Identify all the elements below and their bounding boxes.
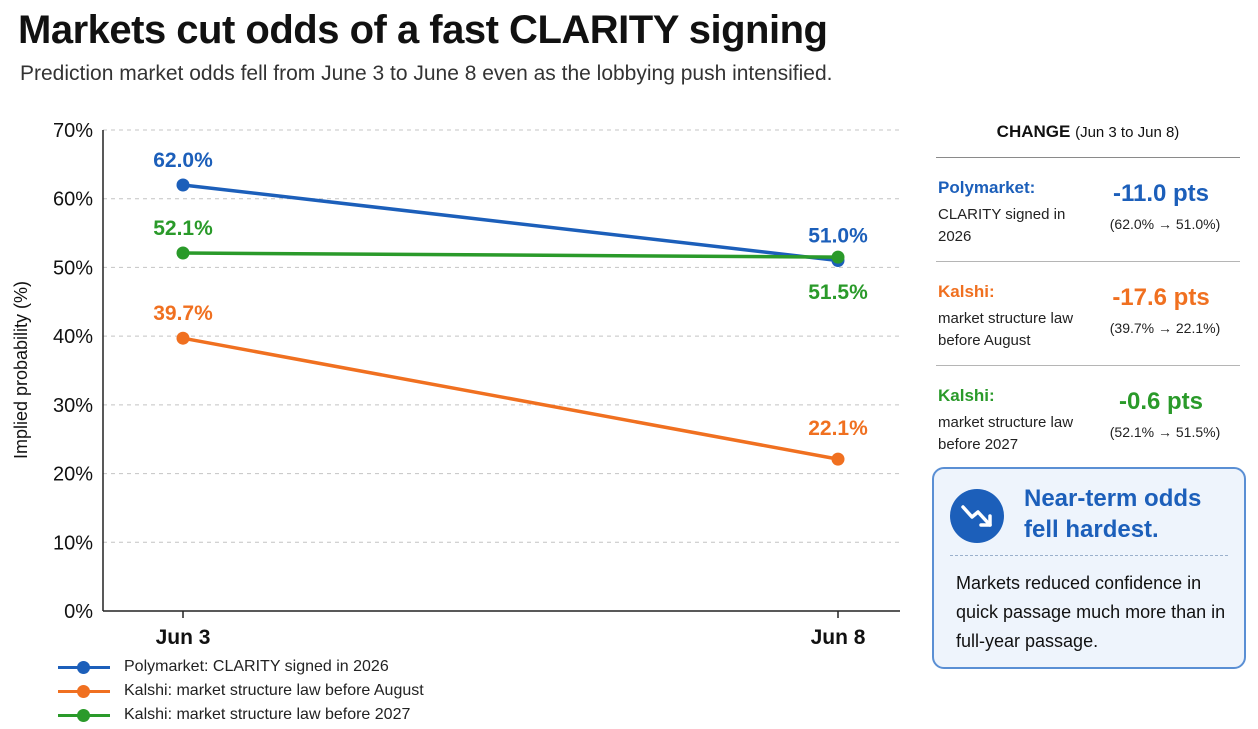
change-row-kalshi-2027: Kalshi: market structure law before 2027… — [936, 366, 1240, 470]
y-tick-label: 50% — [53, 257, 93, 279]
y-tick-label: 70% — [53, 120, 93, 142]
legend-swatch-green — [58, 708, 110, 722]
y-tick-label: 60% — [53, 189, 93, 211]
data-point — [831, 250, 845, 264]
legend-item-polymarket: Polymarket: CLARITY signed in 2026 — [58, 655, 424, 679]
change-row-detail: (52.1% → 51.5%) — [1109, 424, 1221, 440]
legend-swatch-blue — [58, 660, 110, 674]
y-axis-title: Implied probability (%) — [11, 281, 31, 459]
y-tick-label: 40% — [53, 326, 93, 348]
chart-legend: Polymarket: CLARITY signed in 2026 Kalsh… — [58, 655, 424, 727]
chart-subtitle: Prediction market odds fell from June 3 … — [20, 62, 833, 85]
callout-divider — [950, 555, 1228, 556]
change-row-desc: CLARITY signed in 2026 — [938, 206, 1066, 245]
change-panel: CHANGE (Jun 3 to Jun 8) Polymarket: CLAR… — [936, 118, 1240, 470]
change-row-polymarket: Polymarket: CLARITY signed in 2026 -11.0… — [936, 158, 1240, 262]
y-tick-label: 30% — [53, 395, 93, 417]
change-row-value: -17.6 pts — [1112, 284, 1210, 311]
legend-swatch-orange — [58, 684, 110, 698]
legend-label: Polymarket: CLARITY signed in 2026 — [124, 658, 389, 675]
y-tick-label: 20% — [53, 464, 93, 486]
y-tick-label: 10% — [53, 532, 93, 554]
data-point — [831, 452, 845, 466]
legend-item-kalshi-august: Kalshi: market structure law before Augu… — [58, 679, 424, 703]
change-panel-header: CHANGE (Jun 3 to Jun 8) — [936, 118, 1240, 158]
callout-box: Near-term odds fell hardest. Markets red… — [932, 467, 1246, 669]
trending-down-icon — [950, 489, 1004, 543]
x-tick-label: Jun 3 — [156, 626, 211, 649]
legend-label: Kalshi: market structure law before 2027 — [124, 706, 411, 723]
y-tick-label: 0% — [64, 601, 93, 623]
data-point — [176, 178, 190, 192]
change-row-detail: (39.7% → 22.1%) — [1109, 320, 1221, 336]
legend-label: Kalshi: market structure law before Augu… — [124, 682, 424, 699]
data-label: 62.0% — [153, 149, 213, 172]
data-label: 22.1% — [808, 417, 868, 440]
data-label: 51.5% — [808, 281, 868, 304]
change-row-source: Kalshi: — [938, 386, 995, 405]
series-line — [181, 251, 840, 259]
change-row-value: -0.6 pts — [1118, 388, 1204, 415]
change-row-detail: (62.0% → 51.0%) — [1109, 216, 1221, 232]
data-point — [176, 246, 190, 260]
change-row-source: Polymarket: — [938, 178, 1036, 197]
change-row-value: -11.0 pts — [1112, 180, 1210, 207]
change-row-desc: market structure law before 2027 — [938, 414, 1074, 453]
callout-body: Markets reduced confidence in quick pass… — [956, 573, 1226, 651]
change-row-desc: market structure law before August — [938, 310, 1074, 349]
callout-title: Near-term odds fell hardest. — [1024, 485, 1202, 543]
series-line — [181, 336, 840, 461]
data-label: 39.7% — [153, 302, 213, 325]
line-chart: 0% 10% 20% 30% 40% 50% 60% 70% Jun 3 Jun 8 Implied… — [11, 120, 900, 649]
series-line — [181, 183, 840, 263]
legend-item-kalshi-2027: Kalshi: market structure law before 2027 — [58, 703, 424, 727]
change-row-kalshi-august: Kalshi: market structure law before Augu… — [936, 262, 1240, 366]
chart-title: Markets cut odds of a fast CLARITY signi… — [18, 8, 828, 52]
change-row-source: Kalshi: — [938, 282, 995, 301]
change-header-main: CHANGE — [996, 122, 1071, 141]
data-label: 52.1% — [153, 217, 213, 240]
data-label: 51.0% — [808, 225, 868, 248]
change-header-sub: (Jun 3 to Jun 8) — [1075, 124, 1180, 141]
data-point — [176, 331, 190, 345]
x-tick-label: Jun 8 — [811, 626, 866, 649]
